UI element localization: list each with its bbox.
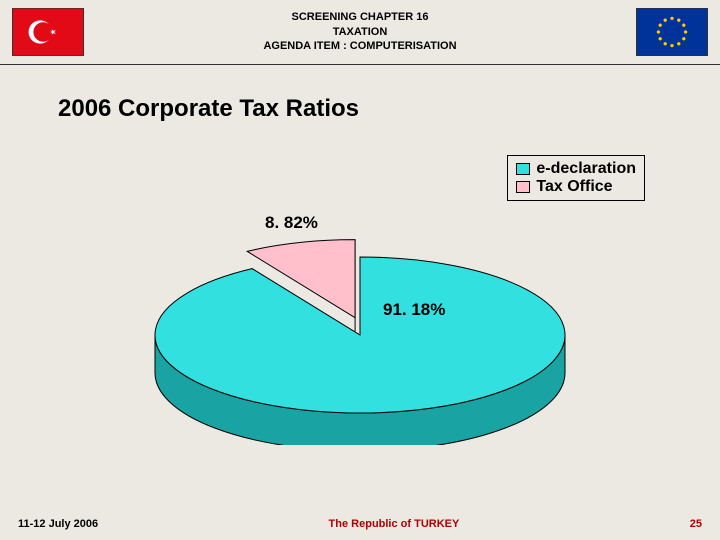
footer-date: 11-12 July 2006 xyxy=(18,518,98,530)
turkey-flag xyxy=(12,8,84,56)
slice-label-small: 8. 82% xyxy=(265,213,318,233)
legend-item: e-declaration xyxy=(516,160,636,178)
header-line-1: SCREENING CHAPTER 16 xyxy=(263,10,456,25)
legend: e-declaration Tax Office xyxy=(507,155,645,201)
slice-label-big: 91. 18% xyxy=(383,300,445,320)
slide: SCREENING CHAPTER 16 TAXATION AGENDA ITE… xyxy=(0,0,720,540)
header: SCREENING CHAPTER 16 TAXATION AGENDA ITE… xyxy=(0,0,720,65)
eu-flag xyxy=(636,8,708,56)
page-number: 25 xyxy=(690,518,702,530)
pie-chart: 8. 82% 91. 18% xyxy=(145,215,575,445)
page-title: 2006 Corporate Tax Ratios xyxy=(58,95,359,123)
header-line-2: TAXATION xyxy=(263,25,456,40)
legend-label: e-declaration xyxy=(536,160,636,178)
legend-swatch-icon xyxy=(516,163,530,175)
legend-label: Tax Office xyxy=(536,178,612,196)
header-line-3: AGENDA ITEM : COMPUTERISATION xyxy=(263,39,456,54)
legend-swatch-icon xyxy=(516,181,530,193)
header-title: SCREENING CHAPTER 16 TAXATION AGENDA ITE… xyxy=(263,10,456,55)
footer: 11-12 July 2006 The Republic of TURKEY 2… xyxy=(0,518,720,530)
legend-item: Tax Office xyxy=(516,178,636,196)
footer-country: The Republic of TURKEY xyxy=(329,518,460,530)
